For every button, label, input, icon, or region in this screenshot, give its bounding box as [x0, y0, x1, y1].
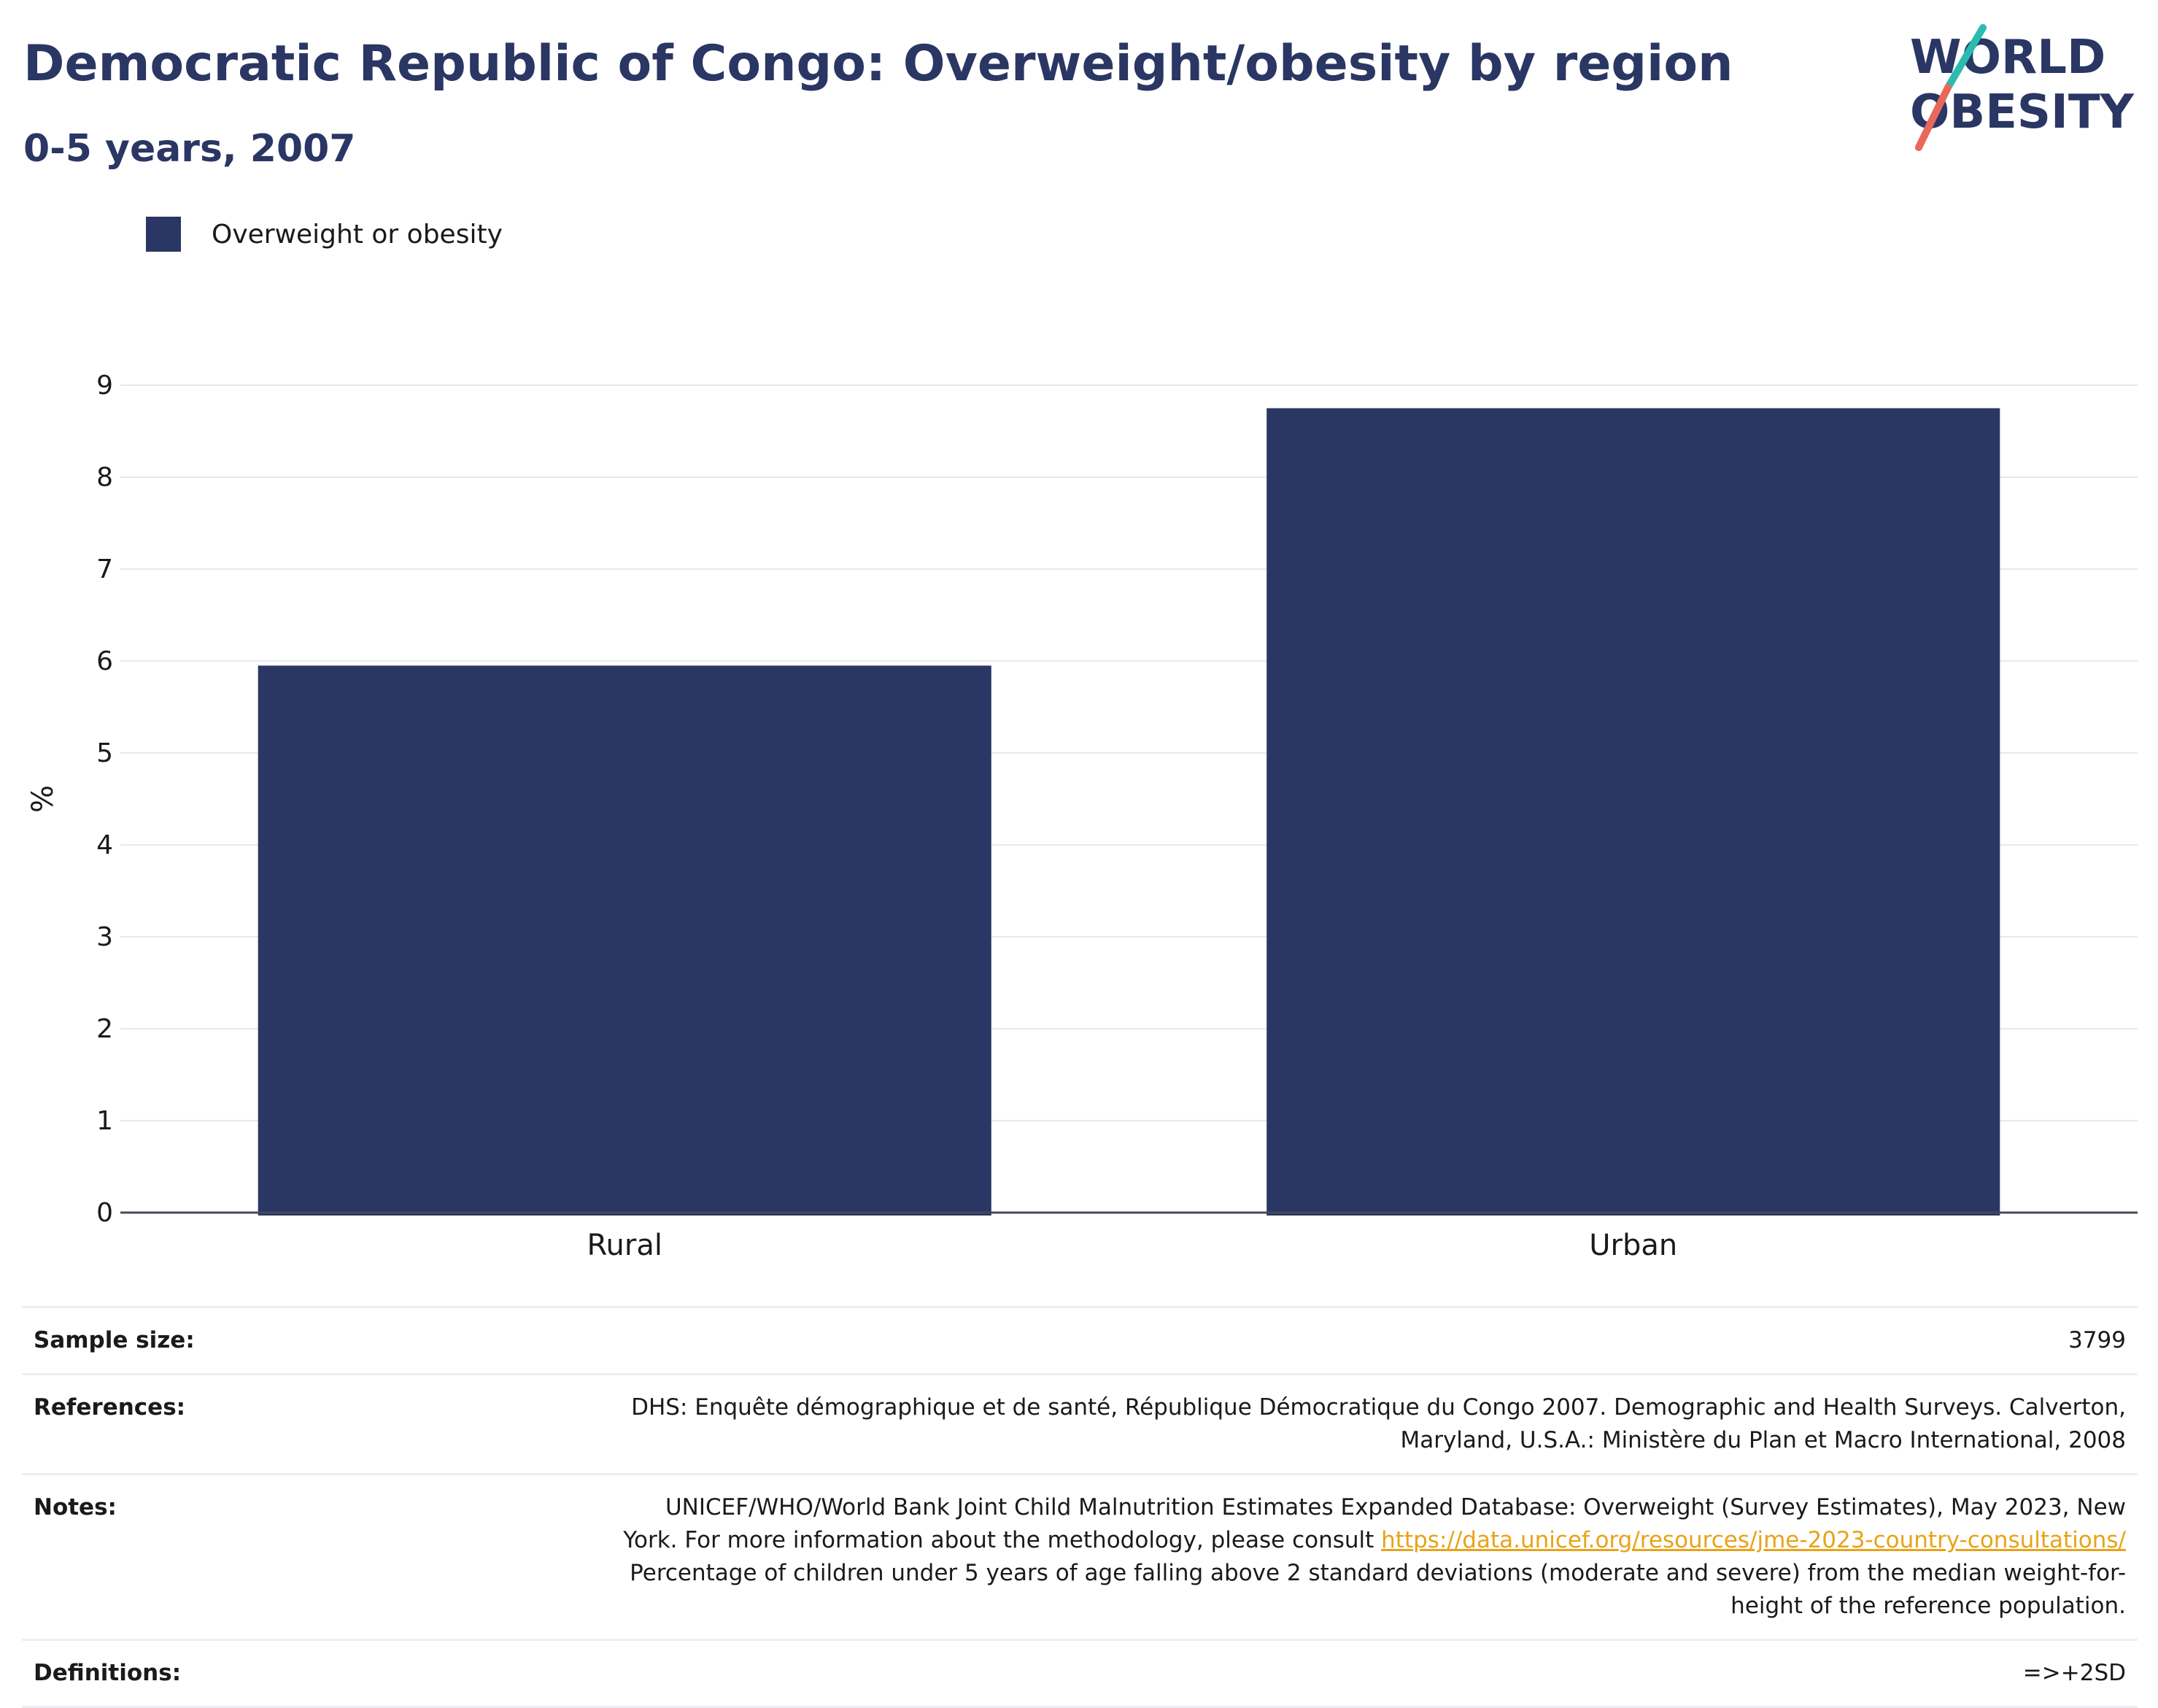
- y-tick-label: 0: [96, 1198, 113, 1228]
- notes-row: Notes: UNICEF/WHO/World Bank Joint Child…: [22, 1473, 2138, 1640]
- definitions-value: =>+2SD: [410, 1639, 2138, 1708]
- y-tick-label: 1: [96, 1106, 113, 1136]
- y-axis-label: %: [26, 785, 60, 813]
- notes-value: UNICEF/WHO/World Bank Joint Child Malnut…: [410, 1473, 2138, 1640]
- y-tick-label: 2: [96, 1014, 113, 1044]
- y-axis-ticks: 0 1 2 3 4 5 6 7 8 9: [96, 371, 113, 1228]
- sample-size-label: Sample size:: [22, 1306, 410, 1375]
- notes-line-4: height of the reference population.: [1730, 1593, 2126, 1619]
- references-row: References: DHS: Enquête démographique e…: [22, 1373, 2138, 1475]
- bar-urban[interactable]: [1266, 408, 2000, 1216]
- notes-line-3: Percentage of children under 5 years of …: [630, 1560, 2126, 1586]
- legend-label: Overweight or obesity: [212, 219, 503, 250]
- bar-rural[interactable]: [258, 665, 991, 1216]
- info-table: Sample size: 3799 References: DHS: Enquê…: [22, 1306, 2138, 1708]
- notes-line-2: York. For more information about the met…: [623, 1527, 1382, 1553]
- references-line-1: DHS: Enquête démographique et de santé, …: [631, 1394, 2126, 1421]
- references-value: DHS: Enquête démographique et de santé, …: [410, 1373, 2138, 1475]
- bar-chart: 0 1 2 3 4 5 6 7 8 9 Rural Urban %: [26, 371, 2138, 1262]
- logo-word-world: WORLD: [1910, 31, 2105, 85]
- y-tick-label: 3: [96, 922, 113, 952]
- y-tick-label: 6: [96, 646, 113, 676]
- notes-line-1: UNICEF/WHO/World Bank Joint Child Malnut…: [665, 1494, 2126, 1520]
- chart-subtitle: 0-5 years, 2007: [23, 127, 356, 171]
- logo-slash-teal-icon: [1944, 24, 1987, 91]
- bars: [258, 408, 2000, 1216]
- notes-label: Notes:: [22, 1473, 410, 1640]
- y-tick-label: 8: [96, 463, 113, 492]
- references-label: References:: [22, 1373, 410, 1475]
- x-tick-label: Rural: [587, 1229, 662, 1262]
- methodology-link[interactable]: https://data.unicef.org/resources/jme-20…: [1381, 1527, 2126, 1553]
- x-tick-label: Urban: [1589, 1229, 1677, 1262]
- definitions-label: Definitions:: [22, 1639, 410, 1708]
- references-line-2: Maryland, U.S.A.: Ministère du Plan et M…: [1400, 1427, 2126, 1453]
- logo-slash-coral-icon: [1915, 84, 1952, 151]
- y-tick-label: 5: [96, 738, 113, 768]
- chart-title: Democratic Republic of Congo: Overweight…: [23, 35, 1733, 93]
- x-axis-labels: Rural Urban: [587, 1229, 1678, 1262]
- y-tick-label: 9: [96, 371, 113, 401]
- sample-size-value: 3799: [410, 1306, 2138, 1375]
- legend[interactable]: Overweight or obesity: [146, 217, 503, 252]
- definitions-row: Definitions: =>+2SD: [22, 1639, 2138, 1708]
- world-obesity-logo: WORLD OBESITY: [1910, 24, 2134, 151]
- sample-size-row: Sample size: 3799: [22, 1306, 2138, 1375]
- legend-swatch: [146, 217, 181, 252]
- y-tick-label: 7: [96, 554, 113, 584]
- y-tick-label: 4: [96, 830, 113, 860]
